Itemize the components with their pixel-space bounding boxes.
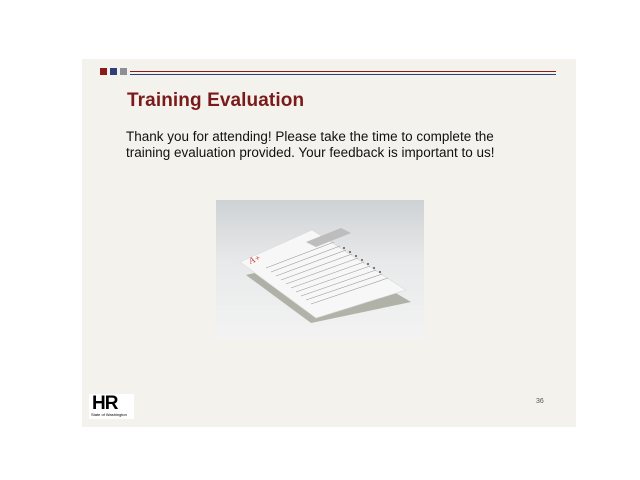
header-rule-red bbox=[130, 71, 556, 73]
hr-logo-letters: HR bbox=[92, 393, 118, 414]
body-line-2: training evaluation provided. Your feedb… bbox=[126, 145, 495, 160]
decor-square-navy bbox=[110, 68, 117, 75]
slide-body-text[interactable]: Thank you for attending! Please take the… bbox=[126, 129, 546, 161]
decor-square-gray bbox=[120, 68, 127, 75]
header-rule-navy bbox=[130, 74, 556, 76]
hr-logo-subtitle: State of Washington bbox=[91, 412, 127, 417]
slide-number: 36 bbox=[536, 398, 544, 405]
evaluation-form-photo[interactable]: A+ bbox=[216, 200, 424, 339]
evaluation-form-illustration: A+ bbox=[239, 228, 411, 323]
hr-logo[interactable]: HR State of Washington bbox=[89, 393, 134, 419]
decor-square-red bbox=[100, 68, 107, 75]
svg-text:A+: A+ bbox=[247, 253, 261, 266]
slide-title[interactable]: Training Evaluation bbox=[127, 90, 305, 111]
body-line-1: Thank you for attending! Please take the… bbox=[126, 129, 494, 144]
